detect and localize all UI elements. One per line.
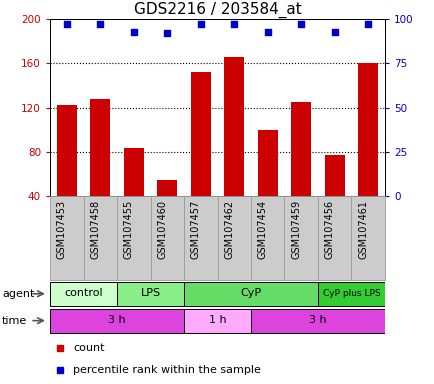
Point: [264, 28, 271, 35]
Text: control: control: [64, 288, 102, 298]
Text: GSM107454: GSM107454: [257, 200, 267, 259]
Text: agent: agent: [2, 289, 34, 299]
Bar: [184, 282, 317, 306]
Bar: [117, 196, 150, 280]
Text: percentile rank within the sample: percentile rank within the sample: [73, 365, 261, 375]
Point: [297, 22, 304, 28]
Bar: [257, 130, 277, 196]
Bar: [351, 196, 384, 280]
Point: [164, 30, 171, 36]
Bar: [184, 196, 217, 280]
Text: count: count: [73, 343, 105, 353]
Bar: [357, 63, 378, 196]
Bar: [50, 196, 83, 280]
Bar: [50, 309, 184, 333]
Bar: [250, 309, 384, 333]
Point: [130, 28, 137, 35]
Text: 1 h: 1 h: [208, 315, 226, 325]
Text: GSM107457: GSM107457: [191, 200, 201, 259]
Title: GDS2216 / 203584_at: GDS2216 / 203584_at: [133, 2, 301, 18]
Text: CyP: CyP: [240, 288, 261, 298]
Bar: [284, 196, 317, 280]
Bar: [224, 57, 244, 196]
Text: GSM107458: GSM107458: [90, 200, 100, 259]
Bar: [117, 282, 184, 306]
Text: LPS: LPS: [140, 288, 160, 298]
Text: GSM107456: GSM107456: [324, 200, 334, 259]
Text: GSM107455: GSM107455: [124, 200, 134, 259]
Text: GSM107461: GSM107461: [358, 200, 367, 259]
Bar: [217, 196, 250, 280]
Text: GSM107453: GSM107453: [57, 200, 67, 259]
Bar: [123, 148, 144, 196]
Text: GSM107462: GSM107462: [224, 200, 234, 259]
Text: time: time: [2, 316, 27, 326]
Text: 3 h: 3 h: [309, 315, 326, 325]
Text: GSM107459: GSM107459: [291, 200, 300, 259]
Bar: [190, 72, 210, 196]
Bar: [83, 196, 117, 280]
Text: 3 h: 3 h: [108, 315, 125, 325]
Point: [331, 28, 338, 35]
Bar: [90, 99, 110, 196]
Text: GSM107460: GSM107460: [157, 200, 167, 259]
Point: [230, 22, 237, 28]
Bar: [250, 196, 284, 280]
Bar: [290, 102, 311, 196]
Bar: [50, 282, 117, 306]
Bar: [324, 155, 344, 196]
Point: [97, 22, 104, 28]
Bar: [157, 180, 177, 196]
Point: [197, 22, 204, 28]
Point: [63, 22, 70, 28]
Bar: [317, 196, 351, 280]
Bar: [184, 309, 250, 333]
Text: CyP plus LPS: CyP plus LPS: [322, 289, 379, 298]
Point: [364, 22, 371, 28]
Bar: [150, 196, 184, 280]
Bar: [56, 105, 77, 196]
Bar: [317, 282, 384, 306]
